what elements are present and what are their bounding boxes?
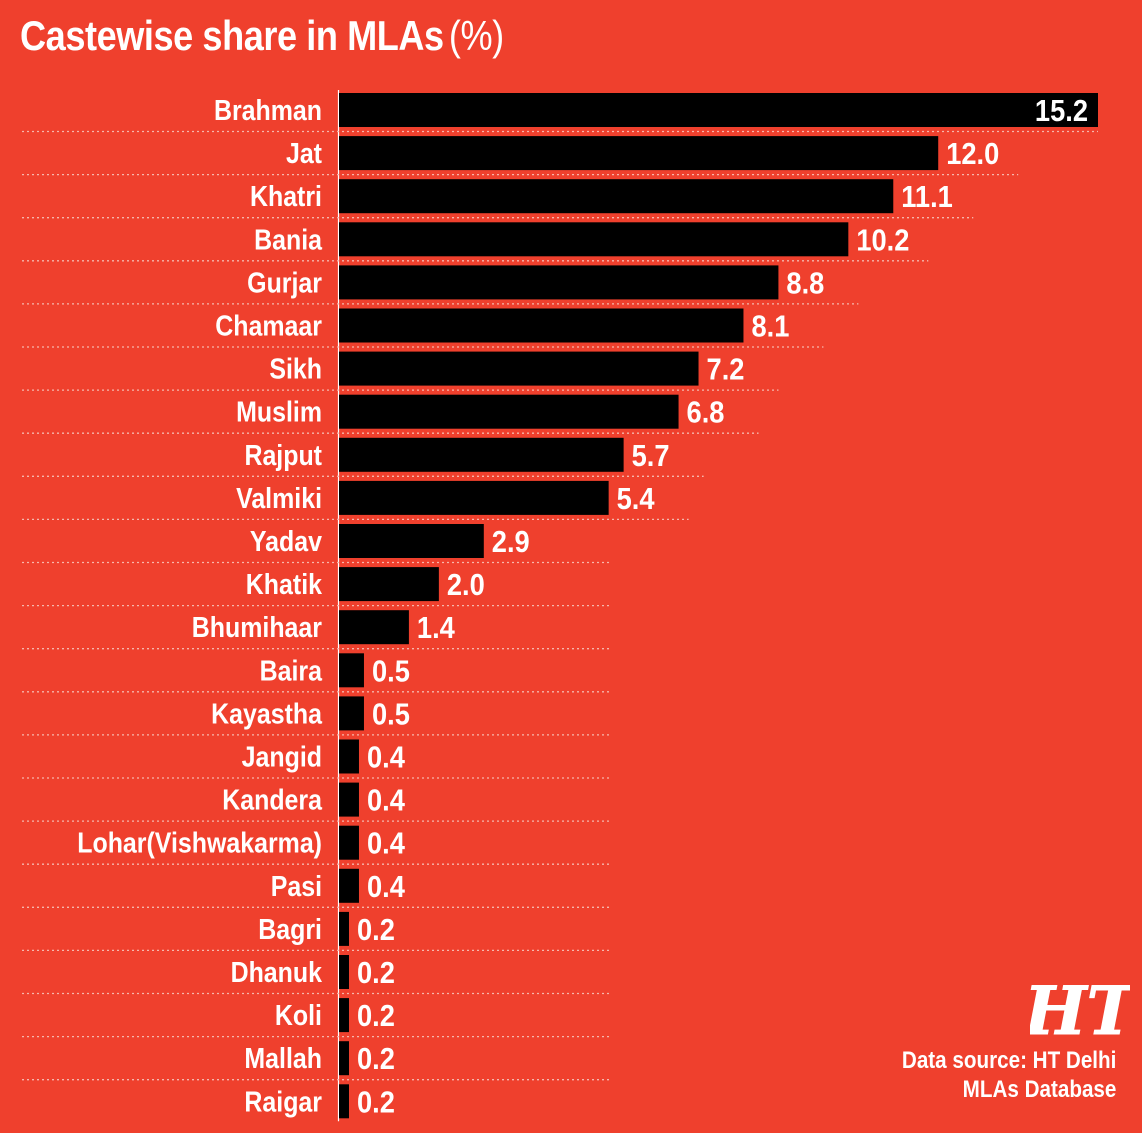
bar-khatri xyxy=(339,179,894,214)
bar-kayastha xyxy=(339,696,364,731)
category-label: Jat xyxy=(286,137,322,169)
bar-chamaar xyxy=(339,308,744,343)
svg-text:HT: HT xyxy=(1030,978,1130,1042)
bar-bhumihaar xyxy=(339,610,409,645)
value-label: 2.9 xyxy=(492,525,530,559)
value-label: 1.4 xyxy=(417,612,456,646)
value-label: 6.8 xyxy=(687,396,725,430)
bar-lohar-vishwakarma- xyxy=(339,825,359,860)
value-label: 5.7 xyxy=(632,439,670,473)
category-label: Kandera xyxy=(222,784,323,816)
bar-koli xyxy=(339,998,349,1033)
source-line-2: MLAs Database xyxy=(962,1076,1116,1103)
category-label: Gurjar xyxy=(247,267,322,299)
bar-baira xyxy=(339,653,364,688)
category-label: Brahman xyxy=(214,94,322,126)
category-label: Baira xyxy=(260,655,323,687)
category-label: Chamaar xyxy=(215,310,322,342)
category-label: Bhumihaar xyxy=(192,611,323,643)
value-label: 0.5 xyxy=(372,698,410,732)
category-label: Dhanuk xyxy=(231,956,323,988)
value-label: 0.4 xyxy=(367,870,406,904)
category-label: Lohar(Vishwakarma) xyxy=(77,827,322,859)
chart-title-unit: (%) xyxy=(448,12,504,59)
category-label: Rajput xyxy=(244,439,322,471)
bar-gurjar xyxy=(339,265,779,300)
category-label: Raigar xyxy=(244,1086,322,1118)
bar-dhanuk xyxy=(339,955,349,989)
bar-brahman xyxy=(339,93,1098,127)
ht-logo: HT xyxy=(1030,978,1130,1042)
category-label: Yadav xyxy=(250,525,322,557)
bar-sikh xyxy=(339,351,699,386)
category-label: Jangid xyxy=(242,741,322,773)
value-label: 8.8 xyxy=(786,267,824,301)
data-source-note: Data source: HT Delhi MLAs Database xyxy=(902,1046,1116,1104)
value-label: 10.2 xyxy=(856,224,909,258)
category-label: Sikh xyxy=(269,353,322,385)
category-label: Bania xyxy=(254,224,323,256)
value-label: 5.4 xyxy=(617,482,656,516)
value-label: 2.0 xyxy=(447,569,485,603)
category-label: Valmiki xyxy=(236,482,322,514)
bar-valmiki xyxy=(339,480,609,515)
category-label: Khatik xyxy=(246,568,323,600)
value-label: 0.4 xyxy=(367,741,406,775)
value-label: 12.0 xyxy=(946,138,999,172)
value-label: 11.1 xyxy=(901,181,953,215)
value-label: 0.2 xyxy=(357,956,395,990)
value-label: 0.2 xyxy=(357,1043,395,1077)
value-label: 8.1 xyxy=(751,310,789,344)
value-label: 7.2 xyxy=(707,353,745,387)
bar-jangid xyxy=(339,739,359,774)
value-label: 0.4 xyxy=(367,784,406,818)
bar-bagri xyxy=(339,911,349,946)
value-label: 0.5 xyxy=(372,655,410,689)
value-label: 0.2 xyxy=(357,913,395,947)
bar-pasi xyxy=(339,868,359,903)
bar-khatik xyxy=(339,567,439,602)
chart-title: Castewise share in MLAs (%) xyxy=(20,12,504,60)
bar-yadav xyxy=(339,524,484,558)
source-line-1: Data source: HT Delhi xyxy=(901,1047,1116,1074)
bar-muslim xyxy=(339,394,679,429)
category-label: Muslim xyxy=(236,396,322,428)
value-label: 0.2 xyxy=(357,1086,395,1120)
category-label: Kayastha xyxy=(211,698,323,730)
category-label: Bagri xyxy=(258,913,322,945)
category-label: Khatri xyxy=(250,180,322,212)
chart-title-text: Castewise share in MLAs xyxy=(20,12,444,59)
value-label: 0.4 xyxy=(367,827,406,861)
bar-jat xyxy=(339,136,939,171)
value-label: 0.2 xyxy=(357,1000,395,1034)
bar-mallah xyxy=(339,1041,349,1076)
category-label: Mallah xyxy=(244,1042,322,1074)
bar-rajput xyxy=(339,437,624,472)
category-label: Pasi xyxy=(271,870,322,902)
bar-raigar xyxy=(339,1084,349,1119)
value-label: 15.2 xyxy=(1035,94,1088,128)
category-label: Koli xyxy=(275,999,322,1031)
bar-bania xyxy=(339,222,849,257)
bar-kandera xyxy=(339,782,359,817)
